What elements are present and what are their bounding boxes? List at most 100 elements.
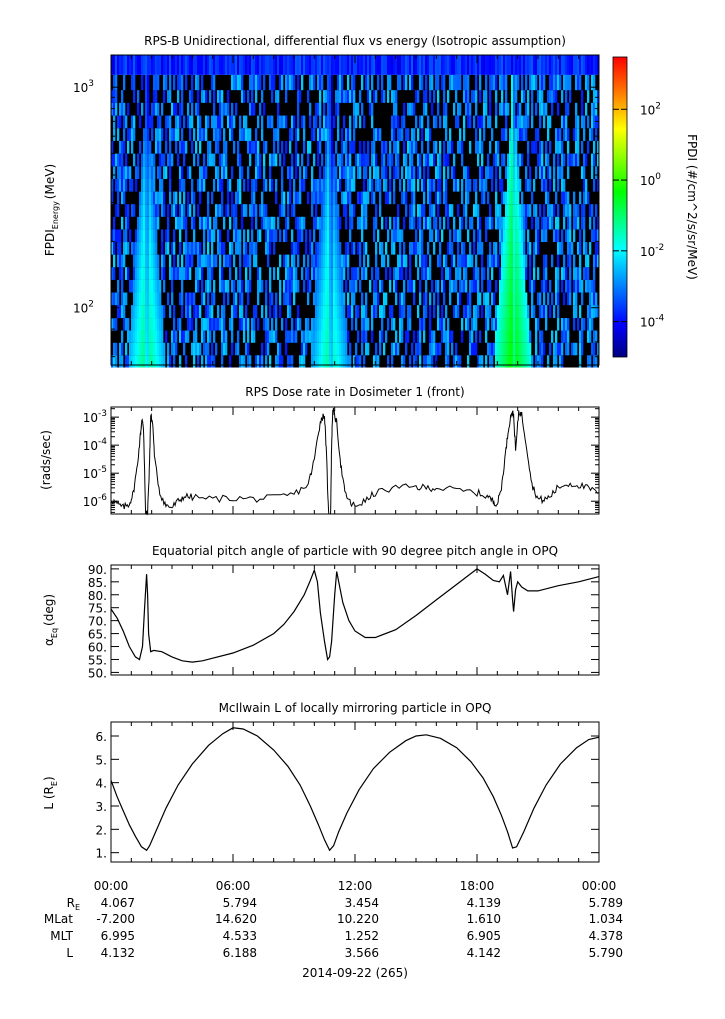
spectrogram-cell [509, 140, 512, 154]
spectrogram-cell [395, 166, 398, 179]
spectrogram-cell [389, 55, 392, 75]
spectrogram-cell [213, 128, 216, 141]
spectrogram-cell [241, 355, 244, 368]
spectrogram-cell [315, 292, 318, 306]
spectrogram-cell [265, 318, 268, 331]
spectrogram-cell [535, 55, 538, 75]
spectrogram-cell [501, 90, 504, 103]
spectrogram-cell [301, 267, 304, 280]
spectrogram-cell [189, 90, 192, 103]
spectrogram-cell [461, 254, 464, 268]
spectrogram-cell [185, 229, 188, 243]
spectrogram-cell [487, 279, 490, 293]
spectrogram-cell [339, 305, 342, 319]
spectrogram-cell [493, 55, 496, 75]
spectrogram-cell [357, 267, 360, 280]
spectrogram-cell [255, 242, 258, 255]
spectrogram-cell [583, 166, 586, 179]
spectrogram-cell [265, 229, 268, 243]
spectrogram-cell [503, 229, 506, 243]
spectrogram-cell [139, 254, 142, 268]
spectrogram-cell [217, 166, 220, 179]
spectrogram-cell [415, 140, 418, 154]
spectrogram-cell [209, 216, 212, 230]
spectrogram-cell [343, 330, 346, 343]
spectrogram-cell [289, 55, 292, 75]
spectrogram-cell [311, 342, 314, 356]
spectrogram-cell [341, 355, 344, 368]
spectrogram-cell [275, 318, 278, 331]
spectrogram-cell [191, 55, 194, 75]
spectrogram-cell [343, 55, 346, 75]
spectrogram-cell [379, 242, 382, 255]
spectrogram-cell [589, 55, 592, 75]
spectrogram-cell [427, 178, 430, 192]
spectrogram-cell [325, 229, 328, 243]
spectrogram-cell [533, 55, 536, 75]
spectrogram-cell [271, 292, 274, 306]
spectrogram-cell [379, 128, 382, 141]
spectrogram-cell [329, 292, 332, 306]
spectrogram-cell [505, 267, 508, 280]
spectrogram-cell [515, 153, 518, 167]
spectrogram-cell [509, 216, 512, 230]
spectrogram-cell [535, 166, 538, 179]
spectrogram-cell [243, 204, 246, 217]
spectrogram-cell [203, 178, 206, 192]
spectrogram-cell [259, 279, 262, 293]
spectrogram-cell [215, 115, 218, 129]
colorbar-label: FPDI (#/cm^2/s/sr/MeV) [685, 134, 699, 280]
spectrogram-cell [185, 267, 188, 280]
spectrogram-cell [445, 115, 448, 129]
spectrogram-cell [575, 292, 578, 306]
spectrogram-cell [581, 216, 584, 230]
spectrogram-cell [217, 140, 220, 154]
spectrogram-cell [173, 330, 176, 343]
spectrogram-cell [499, 216, 502, 230]
spectrogram-cell [221, 90, 224, 103]
spectrogram-cell [237, 229, 240, 243]
spectrogram-cell [519, 330, 522, 343]
spectrogram-cell [353, 115, 356, 129]
colorbar-tick-label-base: 10 [640, 245, 655, 259]
spectrogram-cell [295, 318, 298, 331]
spectrogram-cell [443, 216, 446, 230]
spectrogram-cell [417, 330, 420, 343]
spectrogram-cell [549, 305, 552, 319]
spectrogram-cell [455, 305, 458, 319]
spectrogram-cell [399, 74, 402, 91]
spectrogram-cell [551, 292, 554, 306]
spectrogram-cell [471, 330, 474, 343]
spectrogram-cell [335, 90, 338, 103]
spectrogram-cell [543, 102, 546, 116]
spectrogram-cell [459, 128, 462, 141]
spectrogram-cell [517, 55, 520, 75]
spectrogram-cell [269, 305, 272, 319]
spectrogram-cell [129, 55, 132, 75]
spectrogram-cell [347, 153, 350, 167]
spectrogram-cell [597, 254, 600, 268]
spectrogram-cell [249, 55, 252, 75]
spectrogram-cell [233, 279, 236, 293]
spectrogram-cell [301, 115, 304, 129]
spectrogram-cell [459, 355, 462, 368]
spectrogram-cell [415, 342, 418, 356]
spectrogram-cell [257, 140, 260, 154]
spectrogram-cell [159, 318, 162, 331]
spectrogram-cell [513, 242, 516, 255]
spectrogram-cell [157, 292, 160, 306]
spectrogram-cell [435, 74, 438, 91]
spectrogram-cell [557, 128, 560, 141]
spectrogram-cell [487, 292, 490, 306]
spectrogram-cell [133, 330, 136, 343]
spectrogram-cell [309, 330, 312, 343]
spectrogram-cell [307, 279, 310, 293]
spectrogram-cell [295, 242, 298, 255]
spectrogram-cell [157, 128, 160, 141]
spectrogram-cell [119, 153, 122, 167]
spectrogram-cell [313, 55, 316, 75]
spectrogram-cell [295, 166, 298, 179]
spectrogram-cell [115, 292, 118, 306]
spectrogram-cell [525, 128, 528, 141]
spectrogram-cell [501, 279, 504, 293]
